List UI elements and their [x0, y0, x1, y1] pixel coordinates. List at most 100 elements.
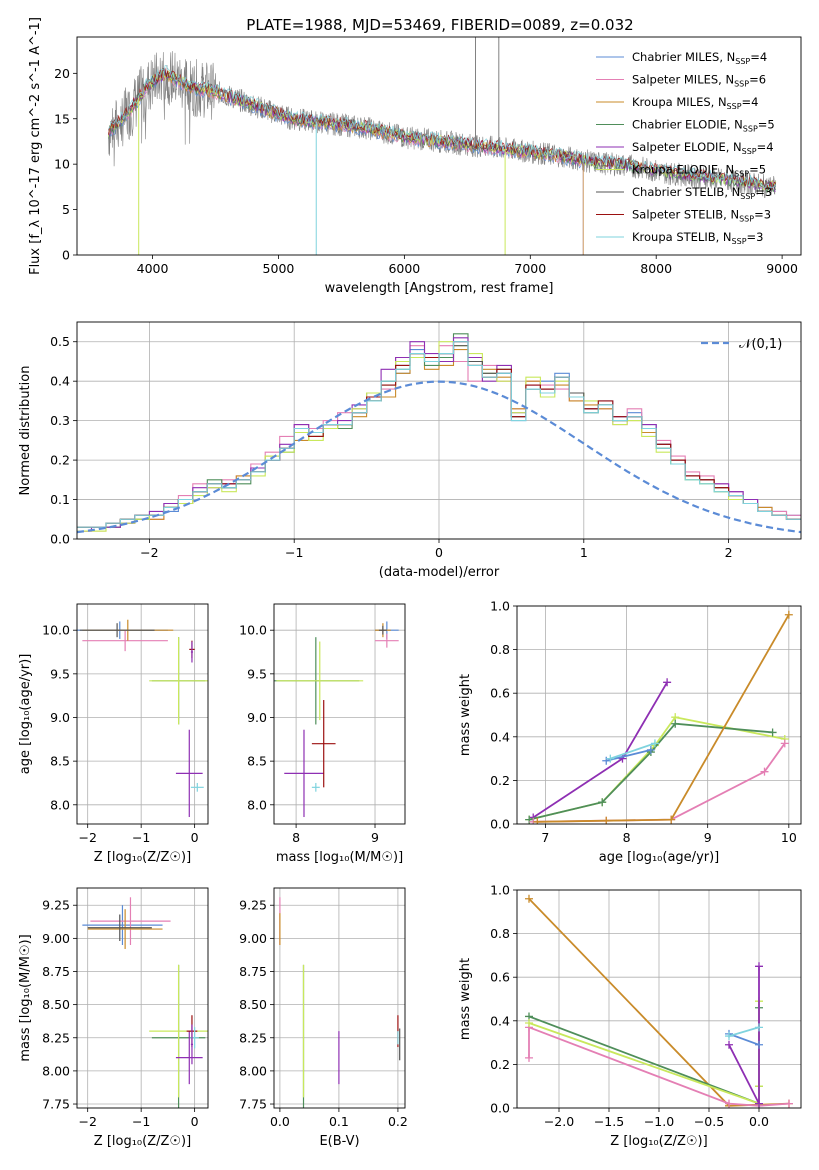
- weight-point-marker: [768, 728, 777, 737]
- y-tick-label: 20: [54, 66, 70, 81]
- panel-age_vs_z: −2 −1 0 8.0 8.5 9.0 9.5 10.0 Z [log₁₀(Z/Z☉)] age …: [18, 603, 209, 865]
- plot-area: [525, 894, 793, 1108]
- x-tick-label: 9000: [766, 261, 798, 276]
- figure-title: PLATE=1988, MJD=53469, FIBERID=0089, z=0…: [246, 16, 633, 34]
- weight-point-marker: [755, 1099, 763, 1108]
- y-tick-label: 8.00: [239, 1063, 267, 1078]
- legend-entry: Kroupa ELODIE, NSSP=5: [632, 163, 766, 179]
- weight-point-marker: [525, 894, 533, 903]
- y-tick-label: 0.4: [490, 1013, 510, 1028]
- x-tick-label: 5000: [263, 261, 295, 276]
- model-spectrum-line: [108, 70, 584, 255]
- y-tick-label: 8.00: [42, 1063, 70, 1078]
- y-tick-label: 8.0: [247, 797, 267, 812]
- weight-point-marker: [755, 1040, 763, 1049]
- weight-point-marker: [533, 817, 542, 824]
- y-tick-label: 9.25: [42, 898, 70, 913]
- x-tick-label: 0.0: [270, 1114, 290, 1129]
- weight-point-marker: [598, 798, 607, 807]
- x-tick-label: −1: [132, 1114, 150, 1129]
- x-tick-label: −1.5: [594, 1114, 624, 1129]
- y-tick-label: 9.0: [50, 710, 70, 725]
- legend-entry: Chabrier ELODIE, NSSP=5: [632, 118, 775, 134]
- y-tick-label: 8.75: [239, 964, 267, 979]
- weight-series-line: [528, 716, 785, 821]
- y-tick-label: 8.0: [50, 797, 70, 812]
- x-tick-label: −1: [132, 830, 150, 845]
- panel-mass_vs_z: −2 −1 0 7.75 8.00 8.25 8.50 8.75 9.00 9.25 Z [log₁…: [18, 887, 209, 1149]
- weight-point-marker: [525, 1053, 533, 1062]
- weight-point-marker: [785, 1099, 793, 1108]
- axes-frame: [273, 887, 406, 1109]
- plot-area: [279, 897, 401, 1108]
- x-tick-label: −2: [78, 830, 96, 845]
- y-axis-label: Normed distribution: [18, 366, 33, 496]
- weight-series-line: [528, 722, 773, 821]
- y-axis-label: age [log₁₀(age/yr)]: [18, 654, 33, 775]
- x-axis-label: wavelength [Angstrom, rest frame]: [325, 281, 554, 296]
- y-tick-label: 8.25: [42, 1030, 70, 1045]
- y-tick-label: 0.8: [490, 642, 510, 657]
- x-tick-label: −2: [140, 545, 158, 560]
- x-tick-label: 2: [725, 545, 733, 560]
- model-spectrum-line: [108, 71, 584, 255]
- weight-series-line: [728, 1026, 760, 1037]
- y-tick-label: 0.6: [490, 686, 510, 701]
- x-tick-label: 7: [541, 830, 549, 845]
- y-tick-label: 0.5: [50, 334, 70, 349]
- legend-entry: Kroupa STELIB, NSSP=3: [632, 230, 763, 246]
- y-tick-label: 10.0: [42, 623, 70, 638]
- panel-residuals: −2 −1 0 1 2 0.0 0.1 0.2 0.3 0.4 0.5 (data-model)/er…: [18, 321, 802, 580]
- weight-point-marker: [760, 767, 769, 776]
- panel-weight_vs_z: −2.0 −1.5 −1.0 −0.5 0.0 0.0 0.2 0.4 0.6 0.8 1.0 Z […: [458, 883, 802, 1149]
- y-tick-label: 9.00: [42, 931, 70, 946]
- weight-point-marker: [784, 610, 793, 619]
- panel-spectrum: 4000 5000 6000 7000 8000 9000 0 5 10 15 20 waveleng…: [28, 17, 802, 296]
- x-tick-label: 8000: [640, 261, 672, 276]
- y-tick-label: 5: [62, 202, 70, 217]
- weight-series-line: [610, 742, 656, 760]
- x-axis-label: Z [log₁₀(Z/Z☉)]: [94, 850, 191, 865]
- weight-point-marker: [602, 816, 611, 824]
- weight-point-marker: [780, 739, 789, 748]
- y-tick-label: 10.0: [239, 623, 267, 638]
- weight-point-marker: [755, 1023, 763, 1032]
- weight-point-marker: [606, 754, 615, 763]
- x-tick-label: 10: [781, 830, 797, 845]
- legend-entry: Chabrier STELIB, NSSP=3: [632, 185, 772, 201]
- panel-mass_vs_ebv: 0.0 0.1 0.2 7.75 8.00 8.25 8.50 8.75 9.00 9.25 E(B…: [239, 887, 408, 1149]
- y-tick-label: 9.5: [247, 666, 267, 681]
- y-tick-label: 0.0: [490, 817, 510, 832]
- weight-series-line: [528, 1007, 760, 1105]
- x-tick-label: 8: [292, 830, 300, 845]
- model-spectrum-line: [108, 65, 777, 191]
- plot-area: [77, 333, 801, 534]
- y-tick-label: 0.4: [50, 374, 70, 389]
- plot-area: [82, 897, 208, 1108]
- y-tick-label: 9.00: [239, 931, 267, 946]
- legend-entry: Kroupa MILES, NSSP=4: [632, 95, 758, 111]
- weight-point-marker: [667, 815, 676, 824]
- y-axis-label: mass [log₁₀(M/M☉)]: [18, 934, 33, 1061]
- plot-area: [274, 621, 399, 818]
- y-tick-label: 0.3: [50, 413, 70, 428]
- x-tick-label: −0.5: [694, 1114, 724, 1129]
- y-tick-label: 9.0: [247, 710, 267, 725]
- y-axis-label: mass weight: [458, 958, 473, 1040]
- axes-frame: [516, 605, 802, 825]
- x-axis-label: age [log₁₀(age/yr)]: [599, 850, 720, 865]
- axes-frame: [76, 603, 209, 825]
- axes-frame: [76, 887, 209, 1109]
- x-tick-label: 0: [191, 1114, 199, 1129]
- weight-point-marker: [755, 962, 763, 971]
- axes-frame: [76, 36, 802, 256]
- y-tick-label: 0.1: [50, 492, 70, 507]
- y-tick-label: 0.6: [490, 970, 510, 985]
- plot-area: [108, 37, 777, 255]
- weight-point-marker: [671, 719, 680, 728]
- y-tick-label: 0: [62, 248, 70, 263]
- y-axis-label: Flux [f_λ 10^-17 erg cm^-2 s^-1 A^-1]: [28, 17, 43, 275]
- legend-entry: Salpeter STELIB, NSSP=3: [632, 208, 771, 224]
- histogram-series: [77, 341, 801, 528]
